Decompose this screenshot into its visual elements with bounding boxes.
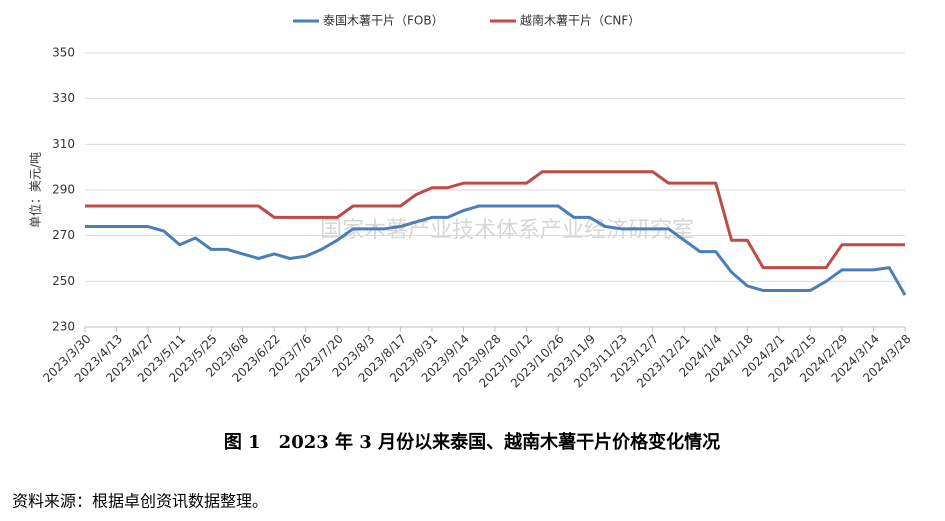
y-tick-label: 250 bbox=[52, 274, 75, 288]
y-tick-label: 350 bbox=[52, 46, 75, 60]
series-line bbox=[85, 204, 907, 296]
y-tick-label: 330 bbox=[52, 91, 75, 105]
caption: 图 1 2023 年 3 月份以来泰国、越南木薯干片价格变化情况 bbox=[224, 431, 720, 453]
y-tick-label: 310 bbox=[52, 137, 75, 151]
y-tick-label: 290 bbox=[52, 183, 75, 197]
series-line bbox=[85, 170, 905, 270]
y-tick-label: 270 bbox=[52, 228, 75, 242]
y-axis-label: 单位：美元/吨 bbox=[28, 152, 43, 228]
source: 资料来源：根据卓创资讯数据整理。 bbox=[12, 492, 268, 511]
y-tick-label: 230 bbox=[52, 320, 75, 334]
legend-label: 泰国木薯干片（FOB） bbox=[323, 14, 444, 28]
watermark: 国家木薯产业技术体系产业经济研究室 bbox=[320, 218, 694, 243]
legend-label: 越南木薯干片（CNF） bbox=[520, 13, 640, 28]
